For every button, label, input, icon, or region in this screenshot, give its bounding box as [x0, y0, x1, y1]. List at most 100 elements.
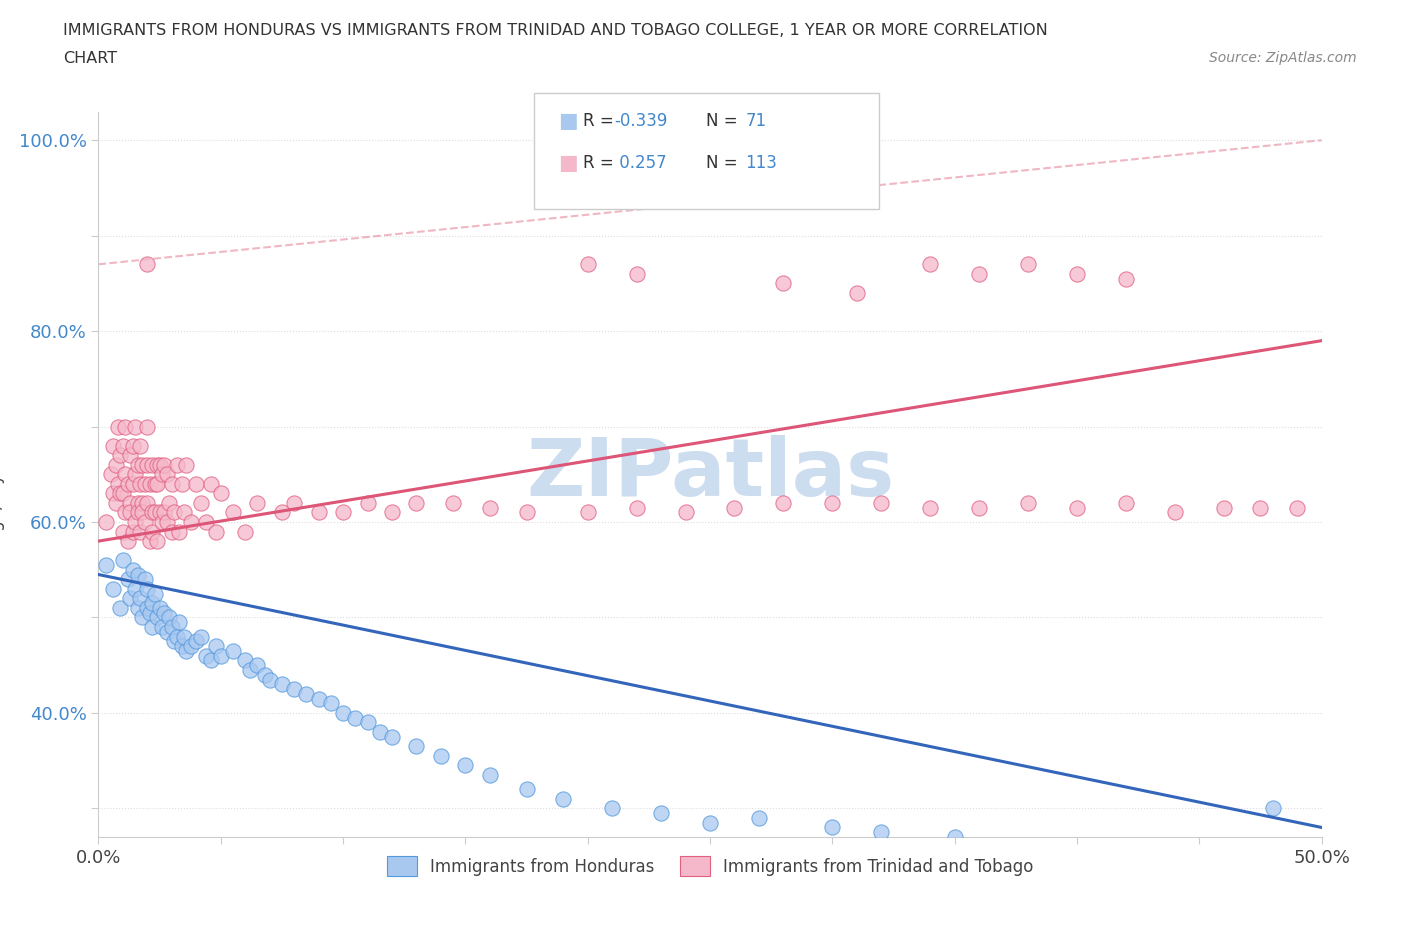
- Point: [150, 467, 173, 482]
- Point: [104, 458, 127, 472]
- Point: [129, 438, 152, 453]
- Point: [381, 505, 404, 520]
- Point: [870, 496, 893, 511]
- Point: [160, 476, 183, 491]
- Point: [195, 514, 218, 529]
- Point: [553, 791, 575, 806]
- Point: [150, 619, 173, 634]
- Point: [233, 525, 256, 539]
- Point: [111, 552, 134, 567]
- Point: [1249, 500, 1271, 515]
- Point: [136, 419, 159, 434]
- Point: [157, 496, 180, 511]
- Point: [626, 266, 648, 281]
- Point: [233, 653, 256, 668]
- Point: [94, 514, 117, 529]
- Point: [136, 458, 159, 472]
- Point: [772, 276, 794, 291]
- Text: Source: ZipAtlas.com: Source: ZipAtlas.com: [1209, 51, 1357, 65]
- Point: [180, 514, 202, 529]
- Point: [699, 816, 721, 830]
- Point: [515, 505, 537, 520]
- Point: [173, 629, 195, 644]
- Point: [129, 525, 152, 539]
- Point: [136, 496, 159, 511]
- Point: [129, 591, 152, 605]
- Point: [170, 476, 193, 491]
- Point: [173, 505, 195, 520]
- Point: [205, 639, 228, 654]
- Point: [157, 610, 180, 625]
- Point: [131, 505, 153, 520]
- Point: [166, 458, 188, 472]
- Point: [845, 286, 868, 300]
- Point: [149, 458, 172, 472]
- Point: [101, 486, 124, 501]
- Text: CHART: CHART: [63, 51, 117, 66]
- Point: [143, 476, 166, 491]
- Point: [1115, 272, 1137, 286]
- Point: [111, 486, 134, 501]
- Point: [195, 648, 218, 663]
- Text: R =: R =: [583, 153, 620, 172]
- Point: [100, 467, 122, 482]
- Point: [141, 458, 163, 472]
- Point: [626, 500, 648, 515]
- Point: [967, 500, 990, 515]
- Point: [146, 610, 169, 625]
- Text: N =: N =: [706, 153, 742, 172]
- Point: [117, 534, 139, 549]
- Point: [515, 782, 537, 797]
- Point: [101, 581, 124, 596]
- Point: [139, 476, 162, 491]
- Point: [110, 601, 132, 616]
- Point: [368, 724, 391, 739]
- Point: [967, 266, 990, 281]
- Point: [308, 691, 330, 706]
- Point: [149, 505, 172, 520]
- Point: [180, 639, 202, 654]
- Point: [295, 686, 318, 701]
- Text: -0.339: -0.339: [614, 112, 668, 130]
- Point: [381, 729, 404, 744]
- Point: [120, 447, 142, 462]
- Point: [163, 634, 186, 649]
- Point: [150, 514, 173, 529]
- Point: [200, 653, 222, 668]
- Point: [111, 438, 134, 453]
- Point: [190, 496, 212, 511]
- Legend: Immigrants from Honduras, Immigrants from Trinidad and Tobago: Immigrants from Honduras, Immigrants fro…: [380, 849, 1040, 884]
- Point: [163, 505, 186, 520]
- Point: [283, 496, 305, 511]
- Point: [1017, 496, 1039, 511]
- Point: [176, 644, 198, 658]
- Point: [120, 496, 142, 511]
- Text: R =: R =: [583, 112, 620, 130]
- Point: [205, 525, 228, 539]
- Point: [127, 505, 149, 520]
- Point: [332, 706, 354, 721]
- Point: [141, 525, 163, 539]
- Text: 71: 71: [745, 112, 766, 130]
- Point: [1115, 496, 1137, 511]
- Point: [209, 486, 232, 501]
- Point: [120, 505, 142, 520]
- Point: [131, 496, 153, 511]
- Point: [344, 711, 367, 725]
- Point: [153, 605, 176, 620]
- Point: [141, 619, 163, 634]
- Point: [200, 476, 222, 491]
- Point: [270, 505, 294, 520]
- Point: [405, 738, 427, 753]
- Point: [131, 610, 153, 625]
- Point: [111, 525, 134, 539]
- Point: [1017, 257, 1039, 272]
- Point: [131, 458, 153, 472]
- Point: [136, 581, 159, 596]
- Point: [723, 500, 745, 515]
- Point: [114, 505, 136, 520]
- Point: [117, 572, 139, 587]
- Point: [127, 458, 149, 472]
- Point: [156, 624, 179, 639]
- Point: [650, 805, 672, 820]
